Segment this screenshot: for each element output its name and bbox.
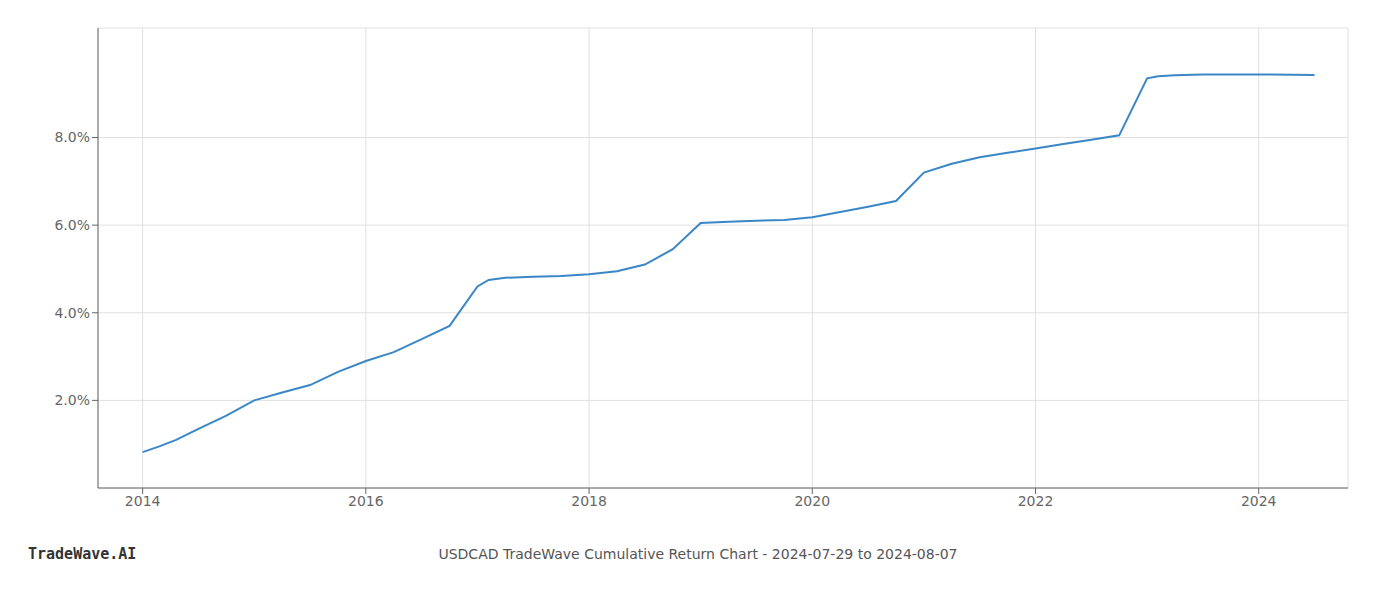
svg-text:2016: 2016 (348, 493, 384, 509)
svg-text:4.0%: 4.0% (54, 305, 90, 321)
html-text:USDCAD TradeWave Cumulative Re: USDCAD TradeWave Cumulative Return Chart… (438, 546, 958, 562)
svg-text:2.0%: 2.0% (54, 392, 90, 408)
svg-text:2024: 2024 (1241, 493, 1277, 509)
svg-text:2020: 2020 (794, 493, 830, 509)
svg-text:8.0%: 8.0% (54, 129, 90, 145)
svg-text:2022: 2022 (1018, 493, 1054, 509)
svg-text:6.0%: 6.0% (54, 217, 90, 233)
svg-text:2014: 2014 (125, 493, 161, 509)
html-text:TradeWave.AI: TradeWave.AI (28, 545, 137, 563)
svg-text:2018: 2018 (571, 493, 607, 509)
